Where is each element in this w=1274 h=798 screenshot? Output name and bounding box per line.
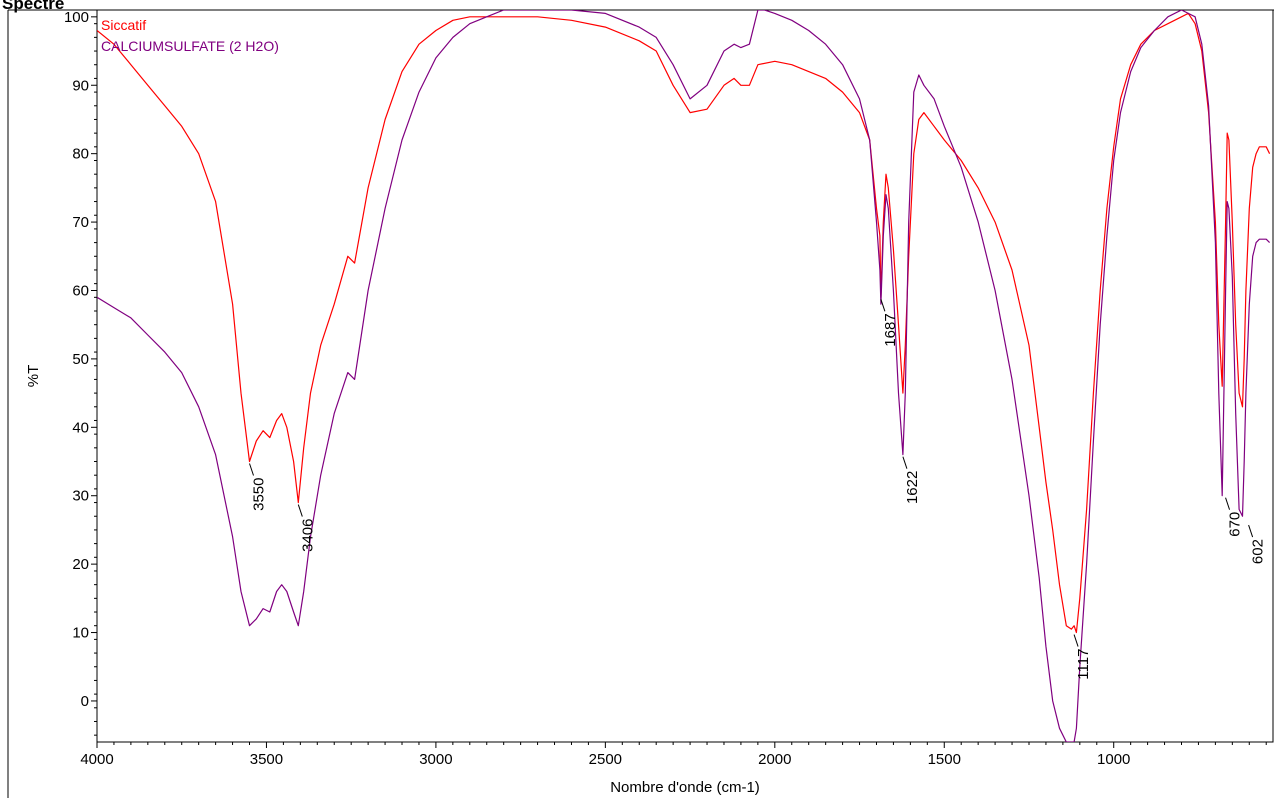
plot-frame (7, 9, 1274, 798)
y-tick-label: 90 (72, 77, 89, 94)
peak-leader (1225, 497, 1231, 510)
x-axis: 4000 3500 3000 2500 2000 1500 1000 (80, 742, 1267, 768)
series-layer (97, 10, 1271, 742)
annotation-layer: 3550 3406 1687 1622 1117 670 602 (249, 299, 1267, 680)
peak-leader (1248, 524, 1254, 538)
x-tick-label: 2000 (758, 751, 791, 768)
y-axis-label: %T (25, 365, 42, 388)
peak-leader (297, 504, 303, 517)
y-tick-label: 10 (72, 625, 89, 642)
series-line-siccatif (97, 12, 1271, 634)
peak-label-1622: 1622 (904, 471, 921, 504)
y-tick-label: 100 (64, 9, 89, 26)
series-line-calcium-sulfate (97, 10, 1271, 742)
legend: Siccatif CALCIUMSULFATE (2 H2O) (101, 17, 279, 54)
legend-entry: CALCIUMSULFATE (2 H2O) (101, 38, 279, 54)
legend-entry: Siccatif (101, 17, 146, 33)
y-tick-label: 40 (72, 419, 89, 436)
y-tick-label: 60 (72, 282, 89, 299)
peak-label-602: 602 (1250, 539, 1267, 564)
peak-label-3406: 3406 (299, 519, 316, 552)
peak-leader (249, 463, 254, 476)
x-tick-label: 2500 (589, 751, 622, 768)
x-tick-label: 3500 (250, 751, 283, 768)
y-tick-label: 80 (72, 146, 89, 163)
x-axis-label: Nombre d'onde (cm-1) (610, 779, 760, 796)
peak-leader (1073, 634, 1079, 647)
peak-label-3550: 3550 (251, 478, 268, 511)
y-axis: 0 10 20 30 40 50 60 70 80 90 100 (64, 9, 97, 736)
peak-label-1687: 1687 (882, 313, 899, 346)
y-tick-label: 20 (72, 556, 89, 573)
peak-label-1117: 1117 (1075, 649, 1092, 680)
y-tick-label: 30 (72, 488, 89, 505)
peak-leader (880, 299, 886, 312)
peak-leader (902, 456, 908, 469)
peak-label-670: 670 (1227, 512, 1244, 537)
x-tick-label: 1500 (928, 751, 961, 768)
y-tick-label: 70 (72, 214, 89, 231)
y-tick-label: 0 (81, 693, 89, 710)
x-tick-label: 3000 (419, 751, 452, 768)
x-tick-label: 4000 (80, 751, 113, 768)
y-tick-label: 50 (72, 351, 89, 368)
x-tick-label: 1000 (1097, 751, 1130, 768)
